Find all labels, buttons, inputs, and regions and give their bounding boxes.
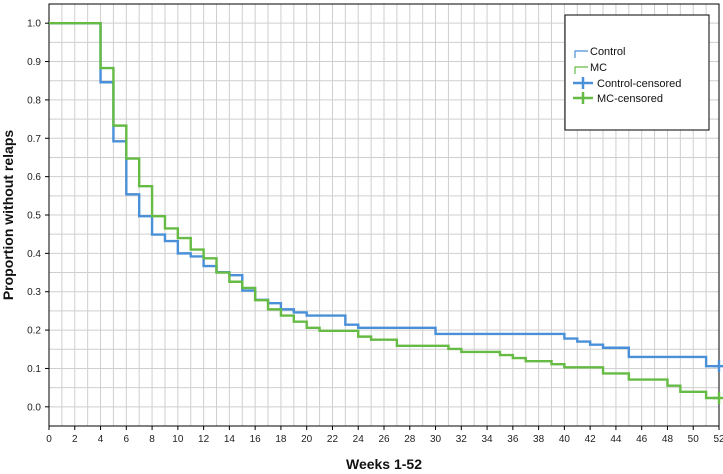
legend-control-label: Control <box>590 46 625 58</box>
x-tick-label: 14 <box>224 434 236 445</box>
y-tick-label: 0.4 <box>27 249 41 260</box>
x-tick-label: 0 <box>46 434 52 445</box>
x-tick-label: 16 <box>250 434 262 445</box>
y-tick-label: 1.0 <box>27 19 41 30</box>
y-tick-label: 0.5 <box>27 211 41 222</box>
legend-control-censored-label: Control-censored <box>597 78 681 90</box>
x-tick-label: 4 <box>98 434 104 445</box>
censor-mark-control <box>713 360 723 373</box>
legend-control-line-icon <box>574 50 588 58</box>
x-tick-label: 48 <box>662 434 674 445</box>
y-tick-label: 0.6 <box>27 172 41 183</box>
y-tick-label: 0.0 <box>27 402 41 413</box>
x-tick-label: 26 <box>378 434 390 445</box>
x-tick-label: 8 <box>149 434 155 445</box>
y-tick-label: 0.2 <box>27 326 41 337</box>
legend: Control MC Control-censored MC-censored <box>564 14 710 131</box>
x-axis-title: Weeks 1-52 <box>346 456 422 472</box>
legend-control-censored-icon <box>573 77 593 89</box>
x-tick-label: 34 <box>482 434 494 445</box>
series-line-control <box>49 21 719 368</box>
series-group <box>49 21 723 404</box>
legend-mc-line-icon <box>574 66 588 74</box>
x-tick-label: 2 <box>72 434 78 445</box>
legend-box <box>564 14 710 131</box>
y-tick-label: 0.3 <box>27 287 41 298</box>
y-tick-label: 0.9 <box>27 57 41 68</box>
x-tick-label: 46 <box>636 434 648 445</box>
x-tick-label: 50 <box>688 434 700 445</box>
x-tick-label: 32 <box>456 434 468 445</box>
y-axis-title: Proportion without relaps <box>0 130 16 301</box>
legend-mc-label: MC <box>590 62 607 74</box>
censor-mark-mc <box>713 391 723 404</box>
legend-mc-censored-label: MC-censored <box>597 93 663 105</box>
x-tick-label: 24 <box>353 434 365 445</box>
x-tick-label: 38 <box>533 434 545 445</box>
x-tick-label: 42 <box>585 434 597 445</box>
tick-labels: 0 2 4 6 8 10 12 14 16 18 20 22 24 26 28 30 32 34 36 38 40 42 4… <box>27 19 723 445</box>
x-tick-label: 44 <box>610 434 622 445</box>
x-tick-label: 12 <box>198 434 210 445</box>
y-tick-label: 0.8 <box>27 95 41 106</box>
legend-mc-censored-icon <box>573 92 593 104</box>
x-tick-label: 20 <box>301 434 313 445</box>
x-tick-label: 30 <box>430 434 442 445</box>
x-tick-label: 52 <box>713 434 723 445</box>
x-tick-label: 18 <box>275 434 287 445</box>
y-tick-label: 0.7 <box>27 134 41 145</box>
x-tick-label: 36 <box>507 434 519 445</box>
x-tick-label: 22 <box>327 434 339 445</box>
x-tick-label: 40 <box>559 434 571 445</box>
series-line-mc <box>49 21 719 400</box>
x-tick-label: 10 <box>172 434 184 445</box>
x-tick-label: 6 <box>124 434 130 445</box>
y-tick-label: 0.1 <box>27 364 41 375</box>
x-tick-label: 28 <box>404 434 416 445</box>
